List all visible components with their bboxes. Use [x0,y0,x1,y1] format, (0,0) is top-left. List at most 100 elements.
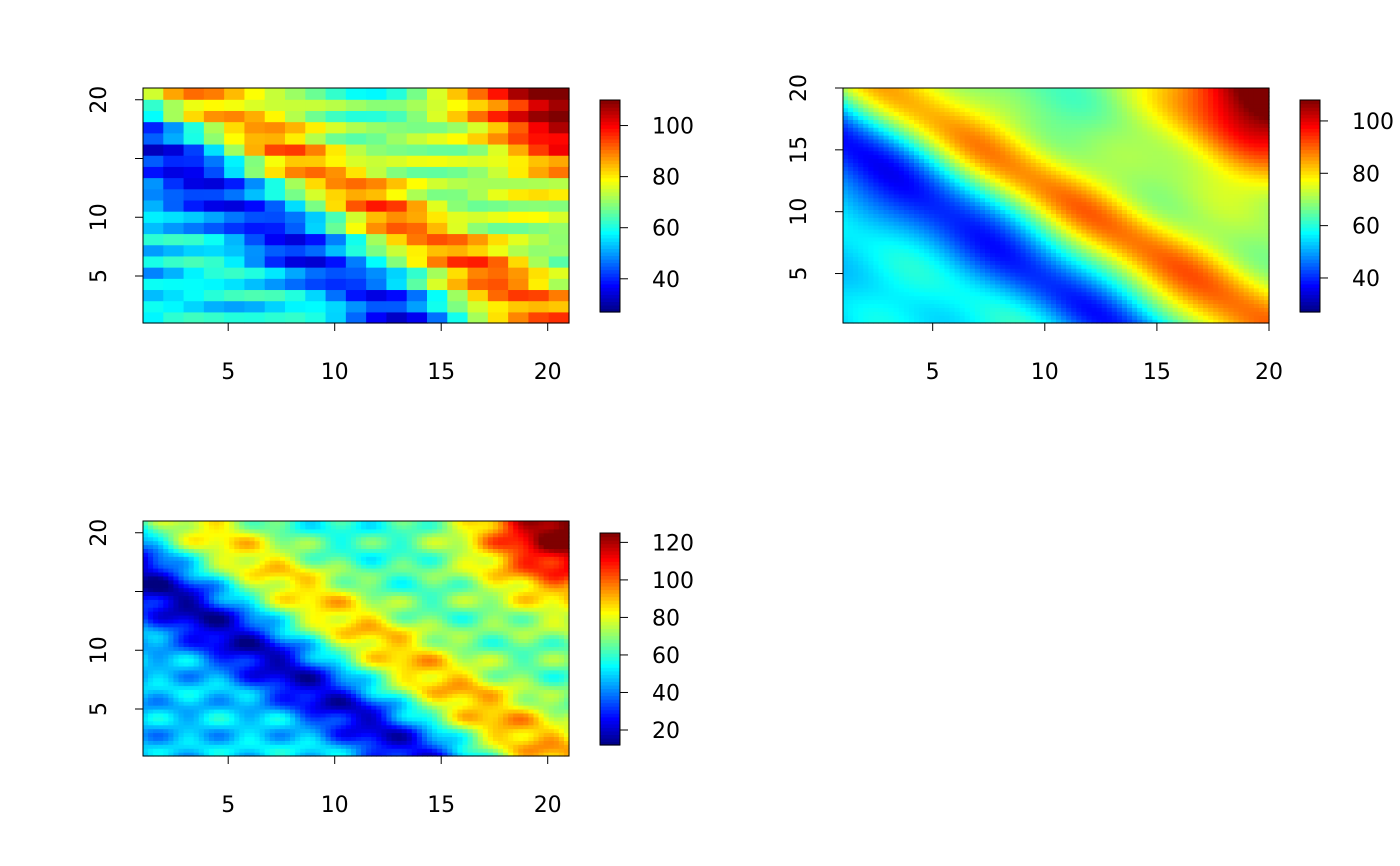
heatmap-cell [1076,287,1082,293]
heatmap-cell [949,123,956,128]
heatmap-cell [386,289,408,302]
heatmap-cell [1127,276,1133,281]
heatmap-cell [1071,131,1077,136]
heatmap-cell [1167,185,1174,191]
heatmap-cell [863,268,869,273]
heatmap-cell [508,300,530,313]
heatmap-cell [969,193,976,199]
heatmap-cell [1142,248,1148,254]
heatmap-cell [1101,272,1108,277]
heatmap-cell [863,88,869,93]
heatmap-cell [924,95,930,101]
heatmap-cell [898,146,905,152]
heatmap-cell [949,244,956,250]
colorbar-tick-label: 40 [652,268,680,293]
heatmap-cell [1147,115,1153,120]
heatmap-cell [1015,135,1022,140]
heatmap-cell [964,197,971,203]
heatmap-cell [843,268,849,273]
heatmap-cell [1147,189,1153,195]
heatmap-cell [1040,276,1047,281]
heatmap-cell [1157,131,1164,136]
heatmap-cell [939,240,946,246]
heatmap-cell [843,193,849,199]
heatmap-cell [1106,315,1113,320]
heatmap-cell [143,311,164,324]
heatmap-cell [528,267,550,279]
heatmap-cell [873,170,880,175]
heatmap-cell [1096,123,1103,128]
heatmap-cell [1101,162,1108,167]
heatmap-cell [244,222,266,235]
heatmap-cell [1106,283,1113,289]
heatmap-cell [1005,299,1011,305]
heatmap-cell [1152,142,1159,148]
heatmap-cell [1187,135,1194,140]
heatmap-cell [1081,201,1088,207]
heatmap-cell [1030,244,1037,250]
heatmap-cell [224,267,246,279]
heatmap-cell [1061,182,1067,187]
heatmap-cell [1192,256,1199,261]
heatmap-cell [1111,182,1118,187]
heatmap-cell [1056,111,1062,117]
heatmap-cell [934,154,940,160]
heatmap-cell [1066,291,1072,297]
heatmap-cell [858,138,864,144]
heatmap-cell [1198,311,1204,316]
heatmap-cell [893,287,900,293]
heatmap-cell [1056,197,1062,203]
heatmap-cell [1111,142,1118,148]
heatmap-cell [964,319,971,324]
heatmap-cell [1162,264,1169,269]
heatmap-cell [1121,115,1128,120]
heatmap-cell [858,146,864,152]
heatmap-cell [1101,193,1108,199]
colorbar-swatch [600,255,620,260]
heatmap-cell [843,252,849,258]
heatmap-cell [1091,268,1098,273]
heatmap-cell [858,260,864,265]
heatmap-cell [1020,103,1027,109]
heatmap-cell [959,99,966,105]
heatmap-cell [1142,103,1148,109]
heatmap-cell [1116,150,1123,156]
heatmap-cell [1056,213,1062,218]
heatmap-cell [868,303,875,308]
heatmap-cell [1000,268,1006,273]
heatmap-cell [345,121,367,134]
heatmap-cell [1192,221,1199,226]
heatmap-cell [1213,221,1219,226]
heatmap-cell [1208,287,1214,293]
heatmap-cell [919,182,925,187]
heatmap-cell [883,182,890,187]
heatmap-cell [843,201,849,207]
heatmap-cell [1157,142,1164,148]
heatmap-cell [1035,283,1042,289]
heatmap-cell [924,123,930,128]
heatmap-cell [1015,295,1022,301]
heatmap-cell [1177,178,1184,183]
heatmap-cell [1203,119,1209,124]
heatmap-cell [883,213,890,218]
heatmap-cell [858,154,864,160]
heatmap-cell [1035,166,1042,171]
heatmap-cell [1177,240,1184,246]
heatmap-cell [1056,311,1062,316]
heatmap-cell [893,283,900,289]
heatmap-cell [1167,240,1174,246]
heatmap-cell [1162,307,1169,312]
heatmap-cell [858,236,864,242]
colorbar-swatch [600,276,620,281]
heatmap-cell [1035,88,1042,93]
heatmap-cell [1157,138,1164,144]
heatmap-cell [898,162,905,167]
heatmap-cell [868,279,875,285]
heatmap-cell [903,276,910,281]
heatmap-cell [939,193,946,199]
heatmap-cell [1086,221,1093,226]
heatmap-cell [1162,205,1169,211]
heatmap-cell [447,267,469,279]
heatmap-cell [1111,295,1118,301]
heatmap-cell [1045,232,1052,238]
